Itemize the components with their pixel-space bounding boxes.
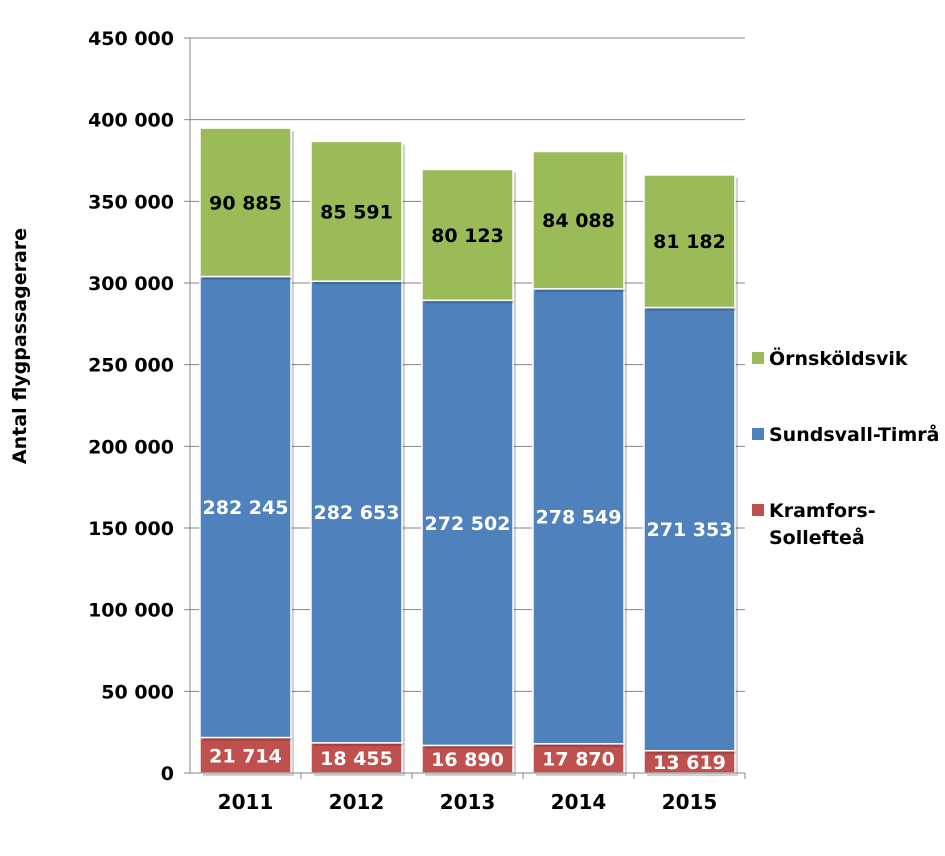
data-label: 90 885	[209, 192, 282, 214]
y-tick-label: 0	[161, 763, 174, 785]
y-tick-label: 350 000	[88, 191, 174, 213]
legend-swatch	[752, 352, 764, 364]
data-label: 16 890	[431, 749, 504, 771]
y-tick-label: 300 000	[88, 273, 174, 295]
axes: 0 50 000 100 000 150 000 200 000 250 000 300 0…	[88, 28, 746, 814]
legend-label: Örnsköldsvik	[769, 346, 908, 370]
data-label: 13 619	[653, 752, 726, 774]
bar-segment	[199, 736, 292, 774]
legend-item: Örnsköldsvik	[752, 346, 908, 370]
data-label: 81 182	[653, 231, 726, 253]
legend-label: Sundsvall-Timrå	[769, 422, 939, 446]
data-label: 278 549	[536, 506, 622, 528]
legend: Örnsköldsvik Sundsvall-Timrå Kramfors- Soll…	[752, 346, 939, 549]
y-tick-label: 250 000	[88, 355, 174, 377]
bar-segment	[532, 288, 625, 745]
bar-segment	[643, 306, 736, 752]
bar-segment	[421, 168, 514, 302]
legend-item: Sundsvall-Timrå	[752, 422, 939, 446]
legend-swatch	[752, 428, 764, 440]
y-tick-label: 200 000	[88, 436, 174, 458]
data-label: 85 591	[320, 201, 393, 223]
y-tick-label: 400 000	[88, 110, 174, 132]
bar-segment	[532, 150, 625, 290]
bar-segment	[532, 743, 625, 774]
data-label: 80 123	[431, 225, 504, 247]
bar-segment	[199, 127, 292, 278]
bar-segment	[643, 174, 736, 309]
y-tick-label: 450 000	[88, 28, 174, 50]
x-tick-label: 2011	[218, 790, 274, 814]
y-tick-label: 100 000	[88, 600, 174, 622]
data-label: 272 502	[425, 513, 511, 535]
data-label: 282 245	[203, 497, 289, 519]
x-tick-label: 2013	[440, 790, 496, 814]
data-label: 84 088	[542, 210, 615, 232]
bar-segment	[310, 280, 403, 744]
bar-segment	[199, 275, 292, 739]
x-tick-label: 2015	[662, 790, 718, 814]
legend-swatch	[752, 504, 764, 516]
data-labels: 21 714 282 245 90 885 18 455 282 653 85 591 16…	[203, 192, 733, 774]
legend-label: Kramfors-	[769, 500, 876, 522]
legend-label: Sollefteå	[769, 525, 865, 549]
legend-item: Kramfors- Sollefteå	[752, 500, 876, 549]
bars	[199, 127, 739, 776]
x-tick-label: 2012	[329, 790, 385, 814]
data-label: 282 653	[314, 502, 400, 524]
y-axis-title: Antal flygpassagerare	[9, 228, 31, 464]
x-tick-label: 2014	[551, 790, 607, 814]
y-tick-label: 50 000	[101, 681, 174, 703]
data-label: 21 714	[209, 745, 282, 767]
bar-segment	[310, 140, 403, 282]
data-label: 17 870	[542, 748, 615, 770]
data-label: 271 353	[647, 519, 733, 541]
data-label: 18 455	[320, 748, 393, 770]
y-tick-label: 150 000	[88, 518, 174, 540]
bar-segment	[421, 299, 514, 747]
